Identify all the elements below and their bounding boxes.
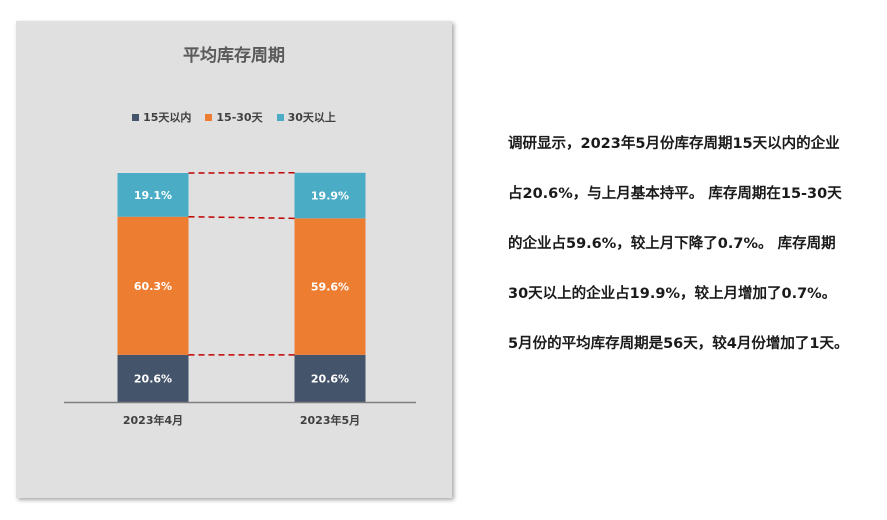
legend-swatch-15-30-days — [205, 113, 213, 121]
category-label: 2023年4月 — [123, 413, 183, 427]
data-label: 20.6% — [311, 372, 349, 385]
legend-label-30-plus-days: 30天以上 — [287, 111, 336, 124]
data-label: 60.3% — [134, 280, 172, 293]
legend-item-15-30-days: 15-30天 — [205, 109, 263, 125]
bar-segment — [117, 173, 189, 217]
chart-panel: 平均库存周期 15天以内 15-30天 30天以上 20.6% 60.3% 19.1… — [16, 21, 452, 498]
analysis-line-1: 调研显示，2023年5月份库存周期15天以内的企业 — [508, 136, 840, 152]
bar-segment — [117, 216, 189, 355]
chart-legend: 15天以内 15-30天 30天以上 — [16, 109, 452, 125]
chart-title: 平均库存周期 — [183, 46, 285, 66]
analysis-line-3: 的企业占59.6%，较上月下降了0.7%。 库存周期 — [508, 236, 836, 252]
data-label: 59.6% — [311, 281, 349, 294]
bar-segment — [294, 354, 366, 402]
category-label: 2023年5月 — [300, 413, 360, 427]
bar-segment — [117, 354, 189, 402]
data-label: 20.6% — [134, 372, 172, 385]
bar-segment — [294, 172, 366, 219]
legend-swatch-30-plus-days — [276, 113, 284, 121]
legend-swatch-15-days — [132, 113, 140, 121]
legend-label-15-30-days: 15-30天 — [216, 111, 263, 124]
stacked-bar-plot: 20.6% 60.3% 19.1% 2023年4月 20.6% 59.6% 19.9% 202… — [64, 172, 416, 427]
legend-label-15-days: 15天以内 — [143, 111, 192, 124]
legend-item-15-days: 15天以内 — [132, 109, 191, 125]
analysis-line-5: 5月份的平均库存周期是56天，较4月份增加了1天。 — [508, 336, 849, 352]
legend-item-30-plus-days: 30天以上 — [276, 109, 336, 125]
analysis-text: 调研显示，2023年5月份库存周期15天以内的企业 占20.6%，与上月基本持平… — [508, 132, 880, 382]
analysis-line-4: 30天以上的企业占19.9%，较上月增加了0.7%。 — [508, 286, 837, 302]
data-label: 19.1% — [134, 189, 172, 202]
data-label: 19.9% — [311, 190, 349, 203]
connector-line — [188, 215, 295, 220]
analysis-line-2: 占20.6%，与上月基本持平。 库存周期在15-30天 — [508, 186, 842, 202]
bar-segment — [294, 218, 366, 355]
